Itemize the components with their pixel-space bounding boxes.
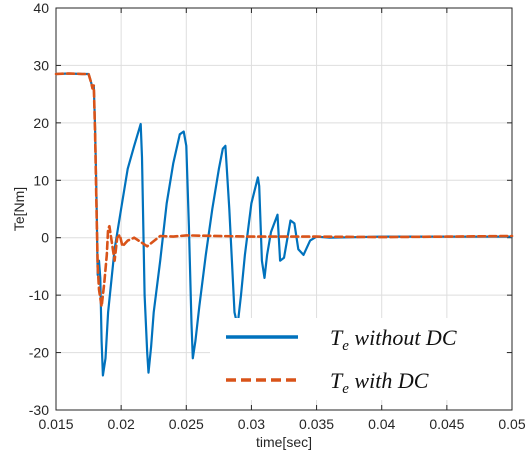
legend-label-without-dc: Te without DC (330, 325, 457, 354)
axes (55, 7, 513, 411)
y-axis-label: Te[Nm] (11, 187, 27, 231)
y-tick-label: 0 (41, 230, 49, 246)
x-axis-label: time[sec] (256, 434, 312, 450)
y-tick-label: -30 (29, 402, 49, 418)
x-tick-label: 0.015 (38, 416, 73, 432)
x-tick-label: 0.045 (429, 416, 464, 432)
x-tick-labels: 0.015 0.02 0.025 0.03 0.035 0.04 0.045 0.05 (38, 416, 525, 432)
x-tick-label: 0.02 (108, 416, 135, 432)
y-tick-label: -20 (29, 345, 49, 361)
legend-subscript-e: e (342, 338, 349, 354)
y-tick-label: 10 (33, 172, 49, 188)
x-tick-label: 0.035 (299, 416, 334, 432)
y-tick-label: 20 (33, 115, 49, 131)
legend-text-with-dc: with DC (349, 368, 429, 393)
legend-symbol-t: T (330, 325, 344, 350)
y-tick-labels: -30 -20 -10 0 10 20 30 40 (29, 0, 49, 418)
x-tick-label: 0.05 (498, 416, 525, 432)
legend-box (210, 318, 506, 400)
x-tick-label: 0.03 (238, 416, 265, 432)
y-tick-label: 30 (33, 57, 49, 73)
series-group (54, 72, 514, 377)
x-tick-label: 0.025 (169, 416, 204, 432)
legend-symbol-t: T (330, 368, 344, 393)
legend-text-without-dc: without DC (349, 325, 457, 350)
x-tick-label: 0.04 (368, 416, 395, 432)
y-tick-label: 40 (33, 0, 49, 16)
legend-label-with-dc: Te with DC (330, 368, 429, 397)
axes-box (55, 7, 513, 411)
series-line-with-dc (54, 72, 514, 308)
legend-subscript-e: e (342, 381, 349, 397)
y-tick-label: -10 (29, 287, 49, 303)
legend: Te without DC Te with DC (210, 318, 506, 400)
series-line-without-dc (54, 72, 514, 377)
